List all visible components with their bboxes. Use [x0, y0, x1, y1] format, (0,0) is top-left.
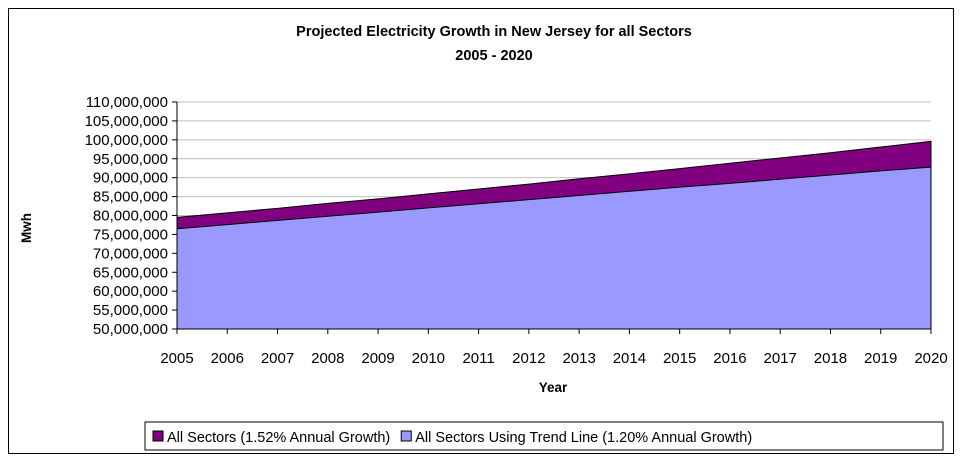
x-axis-title: Year — [539, 380, 568, 395]
area-series-2 — [176, 166, 932, 330]
y-tick-label: 55,000,000 — [93, 302, 168, 319]
x-axis-ticks: 2005 2006 2007 2008 2009 2010 2011 2012 2013 2014… — [160, 329, 948, 367]
y-axis-title: Mwh — [19, 213, 34, 243]
x-tick-label: 2020 — [914, 350, 947, 367]
legend-label-2: All Sectors Using Trend Line (1.20% Annu… — [415, 430, 752, 446]
y-tick-label: 90,000,000 — [93, 170, 168, 187]
x-tick-label: 2013 — [562, 350, 595, 367]
legend: All Sectors (1.52% Annual Growth) All Sec… — [144, 421, 944, 451]
x-tick-label: 2014 — [613, 350, 646, 367]
plot-areas — [176, 140, 932, 330]
y-tick-label: 65,000,000 — [93, 264, 168, 281]
x-tick-label: 2016 — [713, 350, 746, 367]
chart-title: Projected Electricity Growth in New Jers… — [296, 24, 692, 40]
x-tick-label: 2008 — [311, 350, 344, 367]
legend-swatch-2 — [400, 430, 412, 442]
y-tick-label: 105,000,000 — [85, 113, 168, 130]
y-tick-label: 70,000,000 — [93, 245, 168, 262]
x-tick-label: 2011 — [462, 350, 494, 367]
x-tick-label: 2012 — [512, 350, 545, 367]
y-tick-label: 80,000,000 — [93, 208, 168, 225]
y-axis-ticks: 50,000,000 55,000,000 60,000,000 65,000,000… — [85, 94, 177, 338]
y-tick-label: 85,000,000 — [93, 189, 168, 206]
legend-swatch-1 — [152, 430, 164, 442]
y-tick-label: 95,000,000 — [93, 151, 168, 168]
x-tick-label: 2018 — [814, 350, 847, 367]
x-tick-label: 2007 — [261, 350, 294, 367]
legend-label-1: All Sectors (1.52% Annual Growth) — [167, 430, 390, 446]
y-tick-label: 100,000,000 — [85, 132, 168, 149]
y-tick-label: 60,000,000 — [93, 283, 168, 300]
x-tick-label: 2009 — [361, 350, 394, 367]
y-tick-label: 110,000,000 — [86, 94, 168, 111]
y-tick-label: 75,000,000 — [93, 226, 168, 243]
x-tick-label: 2006 — [211, 350, 244, 367]
x-tick-label: 2019 — [864, 350, 897, 367]
x-tick-label: 2005 — [160, 350, 193, 367]
x-tick-label: 2010 — [412, 350, 445, 367]
x-tick-label: 2015 — [663, 350, 696, 367]
y-tick-label: 50,000,000 — [93, 321, 168, 338]
x-tick-label: 2017 — [764, 350, 797, 367]
chart-subtitle: 2005 - 2020 — [455, 48, 532, 64]
legend-box — [144, 421, 944, 451]
